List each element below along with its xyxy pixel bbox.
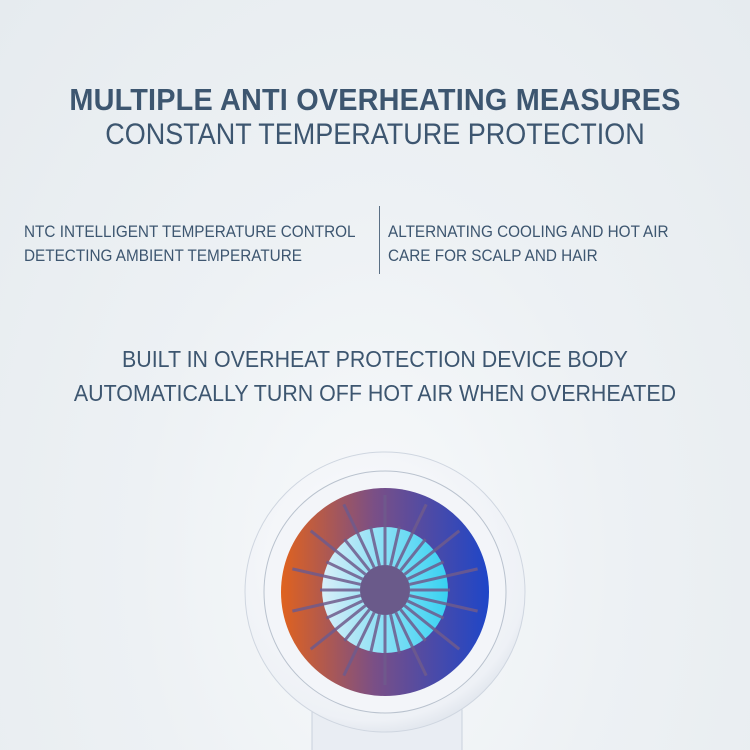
fan-spoke bbox=[309, 529, 367, 576]
fan-spoke bbox=[403, 604, 461, 651]
protection-line-2: AUTOMATICALLY TURN OFF HOT AIR WHEN OVER… bbox=[73, 380, 677, 406]
fan-spoke bbox=[403, 529, 461, 576]
fan-spoke bbox=[343, 608, 371, 642]
fan-spoke bbox=[309, 604, 367, 651]
fan-hub bbox=[360, 565, 410, 615]
feature-line: DETECTING AMBIENT TEMPERATURE bbox=[24, 246, 302, 265]
fan-spoke bbox=[409, 567, 478, 586]
fan-spoke bbox=[342, 611, 376, 677]
protection-line-1: BUILT IN OVERHEAT PROTECTION DEVICE BODY bbox=[122, 346, 628, 372]
fan-spoke bbox=[409, 594, 478, 613]
fan-spoke bbox=[399, 538, 427, 572]
fan-spoke bbox=[389, 614, 401, 654]
fan-spoke bbox=[292, 567, 361, 586]
fan-spoke bbox=[389, 526, 401, 566]
feature-temperature-control: NTC INTELLIGENT TEMPERATURE CONTROL DETE… bbox=[24, 220, 356, 268]
page-title: MULTIPLE ANTI OVERHEATING MEASURES bbox=[69, 82, 681, 117]
feature-alternating-air: ALTERNATING COOLING AND HOT AIR CARE FOR… bbox=[388, 220, 669, 268]
feature-line: NTC INTELLIGENT TEMPERATURE CONTROL bbox=[24, 222, 356, 241]
fan-spoke bbox=[406, 599, 445, 620]
feature-line: CARE FOR SCALP AND HAIR bbox=[388, 246, 598, 265]
fan-spoke bbox=[406, 560, 445, 581]
page-subtitle: CONSTANT TEMPERATURE PROTECTION bbox=[105, 118, 645, 151]
fan-spoke bbox=[342, 503, 376, 569]
fan-spoke bbox=[292, 594, 361, 613]
fan-spoke bbox=[343, 538, 371, 572]
fan-spoke bbox=[394, 611, 428, 677]
fan-spoke bbox=[325, 599, 364, 620]
fan-spoke bbox=[325, 560, 364, 581]
fan-spoke bbox=[369, 526, 381, 566]
feature-line: ALTERNATING COOLING AND HOT AIR bbox=[388, 222, 669, 241]
fan-spoke bbox=[369, 614, 381, 654]
fan-spoke bbox=[399, 608, 427, 642]
divider bbox=[379, 206, 380, 274]
fan-spoke bbox=[394, 503, 428, 569]
